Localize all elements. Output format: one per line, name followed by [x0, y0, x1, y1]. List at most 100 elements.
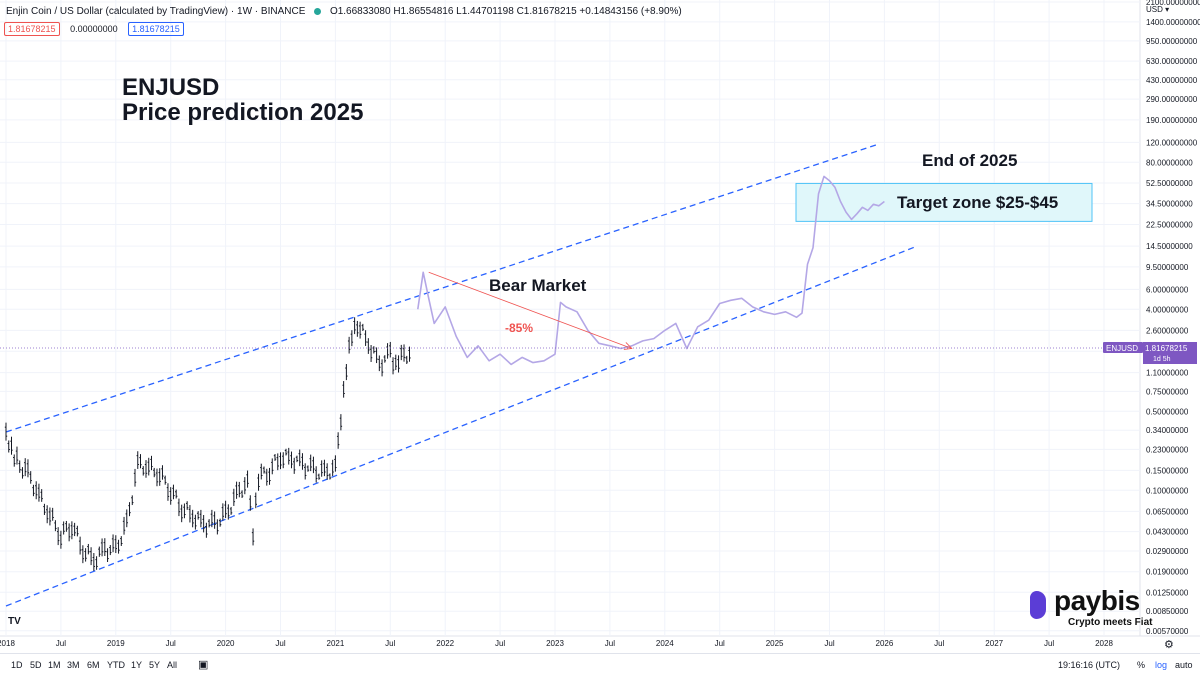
y-tick-label: 0.06500000 [1146, 507, 1189, 516]
x-tick-label: 2025 [766, 639, 784, 648]
paybis-logo-mark-icon [1030, 591, 1046, 619]
y-tick-label: 1.10000000 [1146, 369, 1189, 378]
price-tag-symbol: ENJUSD [1106, 344, 1138, 353]
y-tick-label: 4.00000000 [1146, 305, 1189, 314]
y-tick-label: 950.00000000 [1146, 37, 1198, 46]
range-button[interactable]: 6M [87, 660, 100, 670]
y-tick-label: 0.34000000 [1146, 426, 1189, 435]
x-tick-label: 2022 [436, 639, 454, 648]
y-tick-label: 0.00850000 [1146, 607, 1189, 616]
percent-toggle[interactable]: % [1137, 660, 1146, 670]
y-tick-label: 6.00000000 [1146, 285, 1189, 294]
range-button[interactable]: All [167, 660, 178, 670]
change-box: 0.00000000 [70, 24, 118, 34]
x-tick-label: 2020 [217, 639, 235, 648]
x-tick-label: Jul [934, 639, 944, 648]
channel-lower-line [5, 245, 918, 607]
x-tick-label: 2018 [0, 639, 15, 648]
y-tick-label: 0.00570000 [1146, 627, 1189, 636]
x-tick-label: Jul [166, 639, 176, 648]
y-tick-label: 0.01250000 [1146, 588, 1189, 597]
x-tick-label: 2019 [107, 639, 125, 648]
y-tick-label: 0.01900000 [1146, 568, 1189, 577]
bear-market-arrow-head [623, 342, 633, 350]
y-tick-label: 0.75000000 [1146, 387, 1189, 396]
chart-subtitle: Price prediction 2025 [122, 99, 363, 126]
y-tick-label: 0.04300000 [1146, 528, 1189, 537]
y-tick-label: 0.02900000 [1146, 547, 1189, 556]
y-tick-label: 80.00000000 [1146, 158, 1193, 167]
x-tick-label: Jul [605, 639, 615, 648]
logo-brand: paybis [1054, 585, 1140, 616]
channel-upper-line [5, 143, 880, 433]
y-tick-label: 430.00000000 [1146, 76, 1198, 85]
x-tick-label: Jul [1044, 639, 1054, 648]
y-tick-label: 34.50000000 [1146, 200, 1193, 209]
symbol-header: Enjin Coin / US Dollar (calculated by Tr… [6, 6, 686, 17]
drop-percent-label: -85% [505, 321, 533, 335]
range-button[interactable]: 1Y [131, 660, 143, 670]
y-tick-label: 22.50000000 [1146, 221, 1193, 230]
tradingview-logo-icon: TV [8, 616, 21, 627]
range-button[interactable]: 3M [67, 660, 80, 670]
range-button[interactable]: 1D [11, 660, 23, 670]
auto-toggle[interactable]: auto [1175, 660, 1193, 670]
market-status-icon [314, 7, 322, 15]
y-tick-label: 9.50000000 [1146, 263, 1189, 272]
ohlc-values: O1.66833080 H1.86554816 L1.44701198 C1.8… [329, 6, 682, 17]
y-tick-label: 14.50000000 [1146, 242, 1193, 251]
x-tick-label: 2028 [1095, 639, 1113, 648]
symbol-description[interactable]: Enjin Coin / US Dollar (calculated by Tr… [6, 6, 306, 17]
y-tick-label: 630.00000000 [1146, 57, 1198, 66]
y-tick-label: 0.10000000 [1146, 486, 1189, 495]
price-axis-panel [1140, 0, 1200, 653]
logo-tagline: Crypto meets Fiat [1068, 617, 1153, 628]
last-price-box: 1.81678215 [4, 22, 60, 36]
bottom-toolbar: 1D 5D 1M 3M 6M YTD 1Y 5Y All ▣ 19:16:16 … [0, 653, 1200, 676]
x-tick-label: Jul [824, 639, 834, 648]
settings-gear-icon: ⚙ [1164, 638, 1174, 651]
y-tick-label: 0.50000000 [1146, 407, 1189, 416]
price-tag-symbol-bg [1103, 342, 1143, 353]
y-tick-label: 290.00000000 [1146, 95, 1198, 104]
x-tick-label: 2024 [656, 639, 674, 648]
price-box: 1.81678215 [128, 22, 184, 36]
price-tag-countdown: 1d 5h [1153, 356, 1171, 363]
clock-time[interactable]: 19:16:16 (UTC) [1058, 660, 1121, 670]
range-button[interactable]: 1M [48, 660, 61, 670]
chart-title: ENJUSD [122, 74, 219, 101]
target-zone-box [795, 182, 1093, 222]
x-tick-label: 2023 [546, 639, 564, 648]
x-tick-label: 2027 [985, 639, 1003, 648]
x-tick-label: Jul [56, 639, 66, 648]
range-button[interactable]: 5D [30, 660, 42, 670]
bear-market-label: Bear Market [489, 276, 587, 295]
x-tick-label: 2026 [876, 639, 894, 648]
currency-label: USD ▾ [1146, 5, 1169, 14]
y-tick-label: 190.00000000 [1146, 116, 1198, 125]
price-tag-bg [1143, 342, 1197, 364]
x-tick-label: Jul [275, 639, 285, 648]
end-of-2025-label: End of 2025 [922, 151, 1017, 170]
price-boxes: 1.81678215 0.00000000 1.81678215 [4, 22, 188, 36]
y-tick-label: 52.50000000 [1146, 179, 1193, 188]
range-button[interactable]: 5Y [149, 660, 161, 670]
x-tick-label: Jul [495, 639, 505, 648]
x-tick-label: 2021 [327, 639, 345, 648]
y-tick-label: 0.23000000 [1146, 445, 1189, 454]
y-tick-label: 2.60000000 [1146, 326, 1189, 335]
historical-series [4, 317, 411, 571]
log-toggle[interactable]: log [1155, 660, 1168, 670]
date-range-icon[interactable]: ▣ [198, 659, 209, 671]
x-tick-label: Jul [715, 639, 725, 648]
price-tag-value: 1.81678215 [1145, 344, 1188, 353]
bear-market-arrow [428, 271, 633, 349]
range-button[interactable]: YTD [107, 660, 125, 670]
target-zone-label: Target zone $25-$45 [897, 193, 1058, 212]
y-tick-label: 1400.00000000 [1146, 18, 1200, 27]
y-tick-label: 0.15000000 [1146, 466, 1189, 475]
y-tick-label: 2100.00000000 [1146, 0, 1200, 7]
x-tick-label: Jul [385, 639, 395, 648]
